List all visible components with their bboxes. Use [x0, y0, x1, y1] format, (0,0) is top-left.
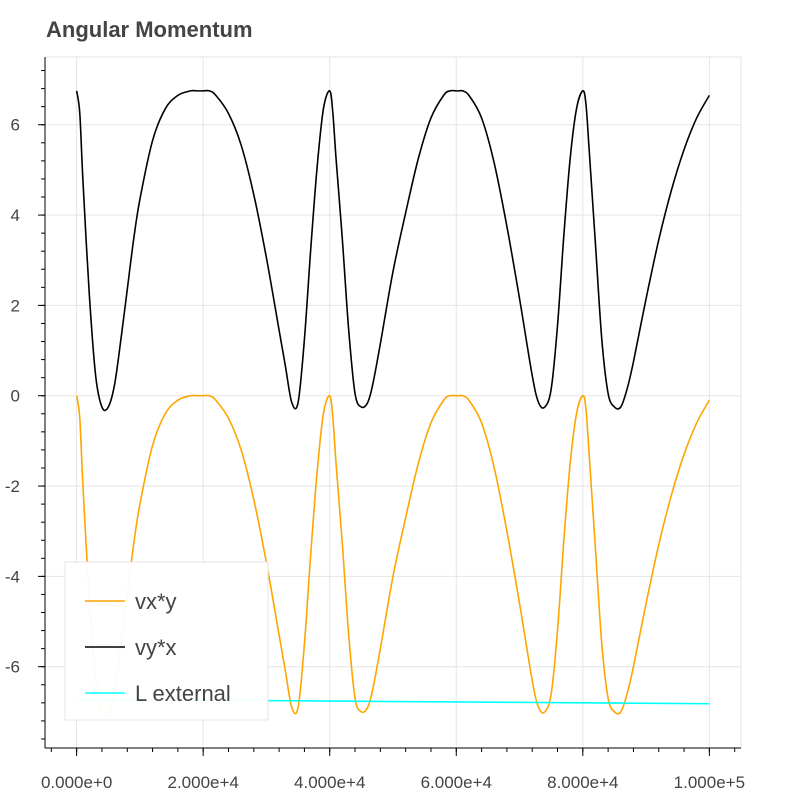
y-tick-label: -4: [5, 567, 20, 586]
legend: vx*y vy*x L external: [64, 561, 269, 721]
legend-label: L external: [135, 681, 231, 706]
y-tick-label: 2: [11, 296, 20, 315]
axes: 0.000e+0 2.000e+4 4.000e+4 6.000e+4 8.000e+4…: [5, 57, 745, 792]
y-tick-label: 4: [11, 206, 20, 225]
x-tick-label: 2.000e+4: [167, 773, 238, 792]
x-tick-label: 0.000e+0: [41, 773, 112, 792]
x-tick-label: 4.000e+4: [294, 773, 365, 792]
x-tick-label: 1.000e+5: [674, 773, 745, 792]
series-line-vy-x: [75, 89, 711, 412]
legend-label: vy*x: [135, 635, 177, 660]
series-line-vx-y: [75, 394, 711, 717]
chart-title: Angular Momentum: [46, 17, 253, 42]
x-tick-label: 6.000e+4: [421, 773, 492, 792]
y-tick-label: -2: [5, 477, 20, 496]
y-tick-label: -6: [5, 658, 20, 677]
y-tick-label: 6: [11, 116, 20, 135]
y-tick-label: 0: [11, 387, 20, 406]
x-tick-label: 8.000e+4: [547, 773, 618, 792]
legend-label: vx*y: [135, 589, 177, 614]
